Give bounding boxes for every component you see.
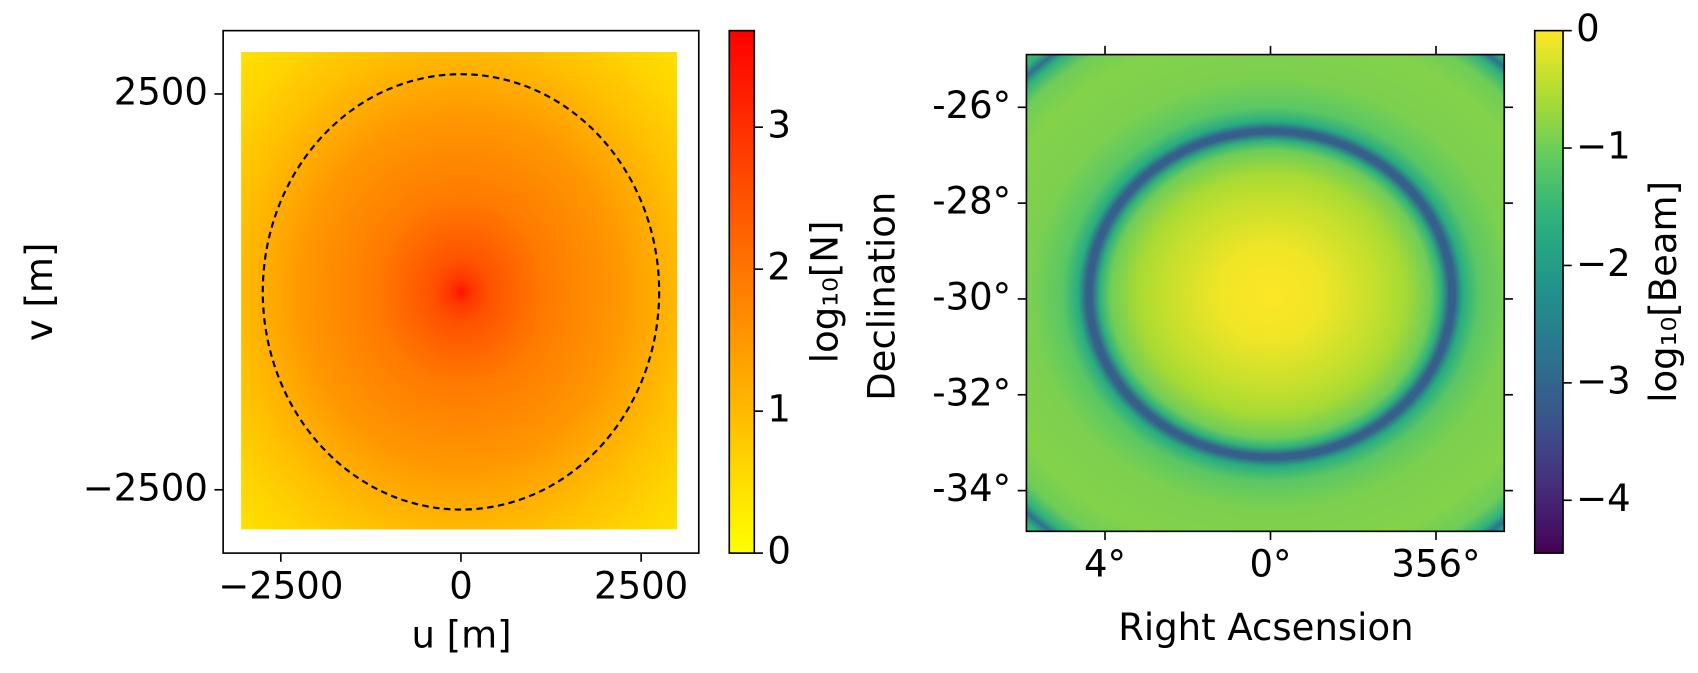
y-tick-label: −2500 <box>83 466 208 509</box>
colorbar-tick-label: −4 <box>1576 477 1631 520</box>
x-tick-label: 356° <box>1391 543 1480 586</box>
colorbar-tick-label: 0 <box>767 530 791 573</box>
colorbar-label: log₁₀[Beam] <box>1642 181 1685 403</box>
colorbar <box>728 29 756 554</box>
colorbar-tick-label: −2 <box>1576 242 1631 285</box>
x-axis-label: u [m] <box>411 613 511 656</box>
colorbar-tick-label: 2 <box>767 246 791 289</box>
colorbar-tick-label: 3 <box>767 104 791 147</box>
colorbar <box>1533 29 1564 554</box>
colorbar-tick-label: 1 <box>767 388 791 431</box>
contour <box>261 73 661 511</box>
y-tick-label: -28° <box>932 180 1011 223</box>
colorbar-tick-label: −1 <box>1576 125 1631 168</box>
x-tick-label: 2500 <box>594 564 688 607</box>
y-tick-label: -32° <box>932 371 1011 414</box>
x-tick-label: 4° <box>1084 543 1126 586</box>
y-tick-label: -34° <box>932 467 1011 510</box>
axes-frame <box>222 29 700 554</box>
x-tick-label: 0° <box>1249 543 1291 586</box>
y-tick-label: -30° <box>932 275 1011 318</box>
colorbar-tick-label: −3 <box>1576 359 1631 402</box>
axes-frame <box>1025 53 1506 533</box>
x-tick-label: −2500 <box>218 564 343 607</box>
y-tick-label: 2500 <box>114 70 208 113</box>
heatmap <box>241 52 678 530</box>
x-axis-label: Right Acsension <box>1118 606 1413 649</box>
y-tick-label: -26° <box>932 84 1011 127</box>
x-tick-label: 0 <box>449 564 473 607</box>
y-axis-label: Declination <box>860 192 903 401</box>
colorbar-tick-label: 0 <box>1576 7 1600 50</box>
colorbar-label: log₁₀[N] <box>804 221 847 364</box>
heatmap <box>1026 54 1505 532</box>
y-axis-label: v [m] <box>18 243 61 342</box>
